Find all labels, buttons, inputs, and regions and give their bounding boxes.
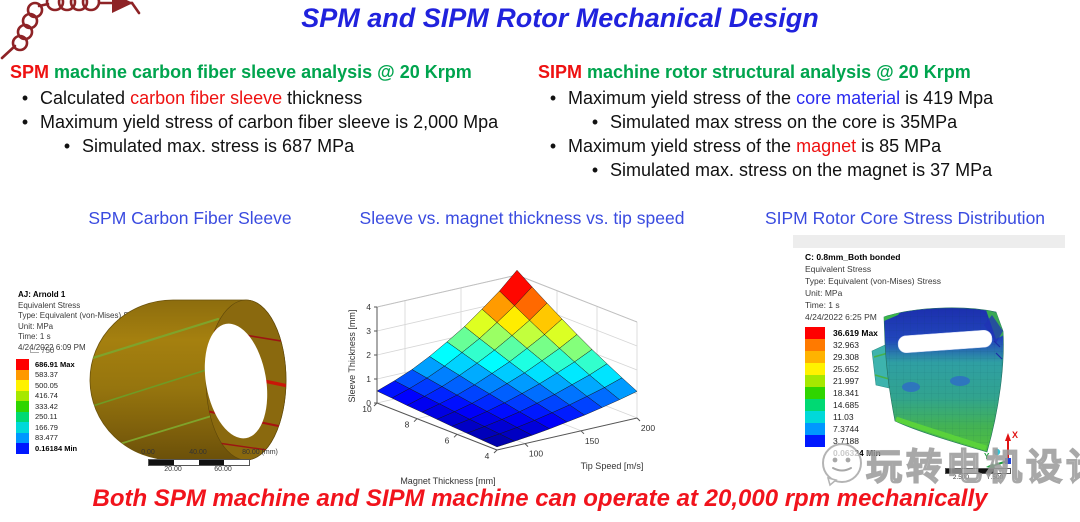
bullet-yield-stress-sleeve: • Maximum yield stress of carbon fiber s… [10,110,512,134]
bullet-sim-stress-magnet: • Simulated max. stress on the magnet is… [538,158,1078,182]
spm-heading-rest: machine carbon fiber sleeve analysis @ 2… [49,62,472,82]
svg-text:150: 150 [585,436,599,446]
bullet-text: Simulated max. stress on the magnet is 3… [610,160,993,180]
rotor-analysis-info: C: 0.8mm_Both bonded Equivalent Stress T… [805,252,942,322]
svg-text:Y: Y [984,452,990,461]
page-title: SPM and SIPM Rotor Mechanical Design [301,3,819,33]
surface-plot-panel: 0 1 2 3 4 10 8 6 4 100 150 200 Sleeve Thickness [mm]… [345,248,680,498]
bullet-text: Simulated max. stress is 687 MPa [82,136,355,156]
bullet-text: Maximum yield stress of the magnet is 85… [568,136,942,156]
svg-text:8: 8 [405,420,410,430]
svg-text:Tip Speed [m/s]: Tip Speed [m/s] [581,461,644,471]
svg-text:1: 1 [366,374,371,384]
scale-max-note: 750 [30,346,54,355]
spm-heading: SPM machine carbon fiber sleeve analysis… [10,60,512,85]
sipm-heading: SIPM machine rotor structural analysis @… [538,60,1078,85]
spm-analysis-block: SPM machine carbon fiber sleeve analysis… [10,60,512,158]
svg-text:3: 3 [366,326,371,336]
bullet-sleeve-thickness: • Calculated carbon fiber sleeve thickne… [10,86,512,110]
bullet-text: Calculated carbon fiber sleeve thickness [40,88,363,108]
bullet-text: Maximum yield stress of carbon fiber sle… [40,112,499,132]
bullet-text: Maximum yield stress of the core materia… [568,88,994,108]
bullet-yield-stress-magnet: • Maximum yield stress of the magnet is … [538,134,1078,158]
bullet-marker: • [21,112,29,132]
svg-text:4: 4 [366,302,371,312]
bullet-marker: • [549,136,557,156]
circuit-logo-icon [0,0,141,60]
bullet-marker: • [591,112,599,132]
svg-text:4: 4 [485,451,490,461]
sipm-heading-rest: machine rotor structural analysis @ 20 K… [582,62,971,82]
svg-text:2: 2 [366,350,371,360]
viewport-header-strip [793,235,1065,248]
rotor-panel: C: 0.8mm_Both bonded Equivalent Stress T… [748,235,1078,495]
svg-text:100: 100 [529,449,543,459]
svg-text:200: 200 [641,423,655,433]
svg-text:6: 6 [445,435,450,445]
rotor-image [871,307,1004,453]
bottom-conclusion: Both SPM machine and SIPM machine can op… [92,485,988,512]
caption-sipm-rotor: SIPM Rotor Core Stress Distribution [764,208,1046,228]
svg-text:10: 10 [362,404,372,414]
bullet-marker: • [21,88,29,108]
leader-line [30,347,39,353]
bullet-sim-stress-sleeve: • Simulated max. stress is 687 MPa [10,134,512,158]
caption-surface-plot: Sleeve vs. magnet thickness vs. tip spee… [359,208,685,228]
sleeve-cylinder-image [89,299,287,461]
svg-text:X: X [1012,430,1018,440]
sipm-heading-highlight: SIPM [538,62,583,82]
bullet-text: Simulated max stress on the core is 35MP… [610,112,958,132]
ruler-bar [945,468,1011,474]
stress-legend: 686.91 Max 583.37 500.05 416.74 333.42 250.11… [16,359,77,454]
sipm-analysis-block: SIPM machine rotor structural analysis @… [538,60,1078,182]
bullet-marker: • [549,88,557,108]
rotor-stress-legend: 36.619 Max 32.963 29.308 25.652 21.997 18.341… [805,327,881,459]
bullet-yield-stress-core: • Maximum yield stress of the core mater… [538,86,1078,110]
caption-spm-sleeve: SPM Carbon Fiber Sleeve [88,208,292,228]
svg-text:Sleeve Thickness [mm]: Sleeve Thickness [mm] [347,310,357,403]
ansys-sleeve-panel: AJ: Arnold 1 Equivalent Stress Type: Equ… [8,283,340,488]
sleeve-analysis-info: AJ: Arnold 1 Equivalent Stress Type: Equ… [18,290,147,352]
surface-plot-svg: 0 1 2 3 4 10 8 6 4 100 150 200 Sleeve Thickness [mm]… [347,269,655,486]
coordinate-triad: X Y [984,430,1018,469]
bullet-sim-stress-core: • Simulated max stress on the core is 35… [538,110,1078,134]
svg-text:0: 0 [366,398,371,408]
spm-heading-highlight: SPM [10,62,50,82]
svg-text:Magnet Thickness [mm]: Magnet Thickness [mm] [400,476,495,486]
ruler-bar [148,459,250,466]
bullet-marker: • [63,136,71,156]
bullet-marker: • [591,160,599,180]
